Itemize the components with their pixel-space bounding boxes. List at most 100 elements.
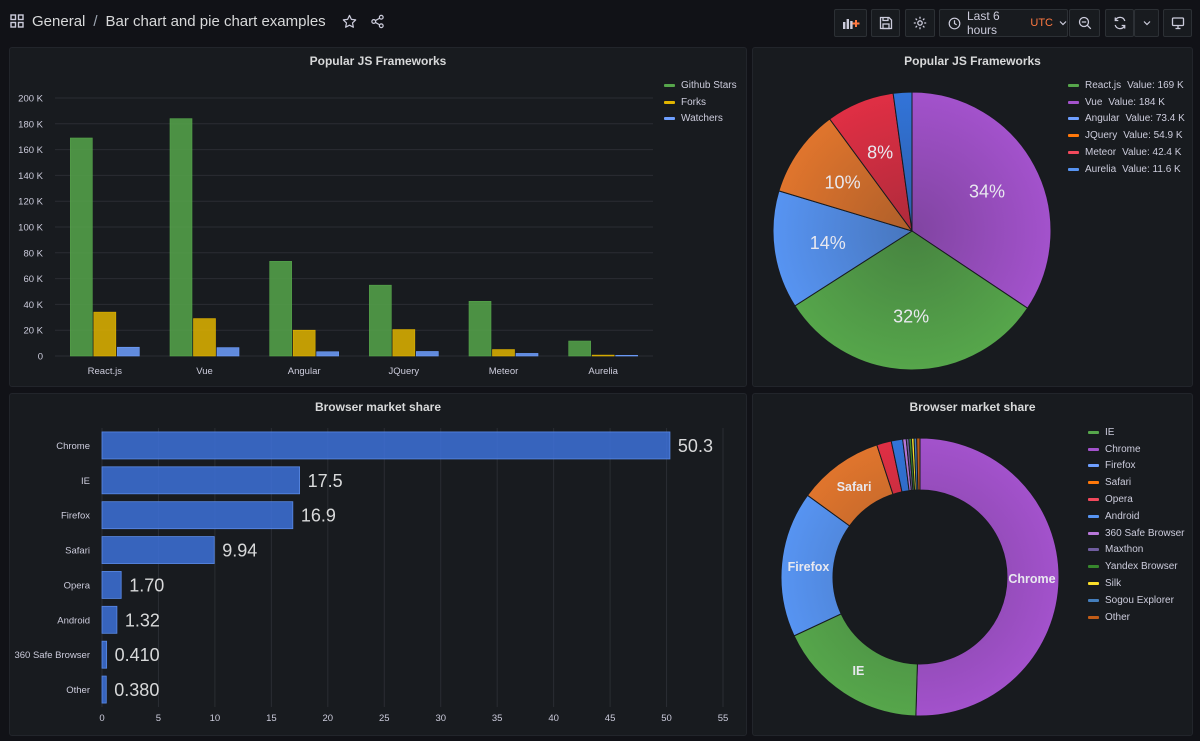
- legend-item-android[interactable]: Android: [1088, 508, 1185, 525]
- legend-item-forks[interactable]: Forks: [664, 94, 737, 111]
- zoom-out-icon: [1078, 16, 1092, 30]
- y-tick-label: Safari: [65, 546, 90, 557]
- legend-item-vue[interactable]: Vue Value: 184 K: [1068, 94, 1185, 111]
- bar-forks-jquery[interactable]: [392, 329, 416, 357]
- slice-angular[interactable]: [772, 190, 914, 307]
- bar-github-stars-react-js[interactable]: [70, 137, 93, 357]
- legend-swatch: [1088, 615, 1099, 619]
- bar-watchers-angular[interactable]: [316, 351, 339, 357]
- dashboard-navbar: General / Bar chart and pie chart exampl…: [0, 0, 1200, 46]
- bar-forks-vue[interactable]: [193, 318, 216, 357]
- legend-item-aurelia[interactable]: Aurelia Value: 11.6 K: [1068, 161, 1185, 178]
- legend-label: Meteor: [1085, 147, 1117, 159]
- legend-item-watchers[interactable]: Watchers: [664, 111, 737, 128]
- bar-github-stars-aurelia[interactable]: [568, 340, 591, 357]
- save-dashboard-button[interactable]: [871, 9, 900, 37]
- bar-github-stars-vue[interactable]: [169, 118, 193, 357]
- time-range-picker[interactable]: Last 6 hours UTC: [939, 9, 1068, 37]
- slice-chrome[interactable]: [915, 437, 1060, 717]
- legend-item-react-js[interactable]: React.js Value: 169 K: [1068, 77, 1185, 94]
- bar-firefox[interactable]: [101, 501, 294, 530]
- panel-js-frameworks-pie[interactable]: Popular JS Frameworks 34% 32% 14% 10% 8% Rea…: [752, 47, 1193, 387]
- legend-item-firefox[interactable]: Firefox: [1088, 458, 1185, 475]
- bar-ie[interactable]: [101, 466, 300, 495]
- legend-item-360-safe-browser[interactable]: 360 Safe Browser: [1088, 525, 1185, 542]
- x-tick-label: 35: [492, 713, 503, 724]
- chevron-down-icon: [1143, 19, 1151, 27]
- x-tick-label: 30: [435, 713, 446, 724]
- legend-swatch: [1088, 565, 1099, 569]
- legend-item-jquery[interactable]: JQuery Value: 54.9 K: [1068, 127, 1185, 144]
- legend-item-maxthon[interactable]: Maxthon: [1088, 542, 1185, 559]
- legend-swatch: [1088, 531, 1099, 535]
- legend-item-github-stars[interactable]: Github Stars: [664, 77, 737, 94]
- bar-watchers-meteor[interactable]: [515, 353, 539, 357]
- y-tick-label: 180 K: [18, 119, 43, 130]
- x-tick-label: Angular: [288, 366, 321, 377]
- y-tick-label: Other: [66, 685, 90, 696]
- slice-other[interactable]: [916, 437, 921, 491]
- bar-forks-angular[interactable]: [292, 329, 316, 357]
- y-tick-label: Firefox: [61, 511, 90, 522]
- legend-label: Maxthon: [1105, 544, 1144, 556]
- dashboard-settings-button[interactable]: [905, 9, 935, 37]
- y-tick-label: Opera: [64, 580, 91, 591]
- legend-label: Forks: [681, 96, 706, 108]
- refresh-interval-picker[interactable]: [1134, 9, 1159, 37]
- legend-swatch: [1088, 430, 1099, 434]
- slice-react-js[interactable]: [794, 230, 1029, 371]
- dashboard-title[interactable]: Bar chart and pie chart examples: [105, 13, 326, 30]
- panel-browser-bar[interactable]: Browser market share 0 5 10 15 20 25 30 35 40 45 5…: [9, 393, 747, 736]
- bar-watchers-aurelia[interactable]: [615, 355, 638, 357]
- y-tick-label: Chrome: [56, 441, 90, 452]
- legend-item-safari[interactable]: Safari: [1088, 474, 1185, 491]
- legend-label: JQuery: [1085, 130, 1118, 142]
- slice-jquery[interactable]: [778, 118, 914, 232]
- bar-value-label: 17.5: [308, 471, 343, 491]
- legend-label: Chrome: [1105, 443, 1141, 455]
- bar-opera[interactable]: [101, 571, 122, 599]
- bar-other[interactable]: [101, 675, 107, 704]
- browser-donut-chart: Chrome IE Firefox Safari: [780, 437, 1060, 717]
- bar-chrome[interactable]: [101, 431, 671, 460]
- legend-swatch: [1088, 582, 1099, 586]
- tv-mode-button[interactable]: [1163, 9, 1192, 37]
- legend-item-opera[interactable]: Opera: [1088, 491, 1185, 508]
- bar-android[interactable]: [101, 605, 118, 634]
- legend-item-meteor[interactable]: Meteor Value: 42.4 K: [1068, 144, 1185, 161]
- bar-github-stars-angular[interactable]: [269, 261, 292, 357]
- browser-donut-legend: IE Chrome Firefox Safari Opera Android 360 Saf…: [1088, 424, 1185, 626]
- refresh-button[interactable]: [1105, 9, 1134, 37]
- legend-item-silk[interactable]: Silk: [1088, 575, 1185, 592]
- share-icon[interactable]: [370, 14, 386, 30]
- x-tick-label: 5: [156, 713, 161, 724]
- panel-js-frameworks-bar[interactable]: Popular JS Frameworks 0 20 K 40 K 60 K 80 K 1…: [9, 47, 747, 387]
- legend-item-other[interactable]: Other: [1088, 609, 1185, 626]
- bar-safari[interactable]: [101, 536, 215, 564]
- legend-item-angular[interactable]: Angular Value: 73.4 K: [1068, 111, 1185, 128]
- legend-item-ie[interactable]: IE: [1088, 424, 1185, 441]
- apps-grid-icon[interactable]: [10, 13, 26, 30]
- legend-value: Value: 54.9 K: [1123, 130, 1183, 142]
- star-icon[interactable]: [342, 14, 358, 30]
- bar-github-stars-meteor[interactable]: [468, 301, 492, 357]
- bar-forks-meteor[interactable]: [492, 349, 515, 357]
- slice-label: 10%: [825, 172, 861, 192]
- legend-item-chrome[interactable]: Chrome: [1088, 441, 1185, 458]
- bar-watchers-react-js[interactable]: [117, 346, 140, 357]
- slice-label: 34%: [969, 181, 1005, 201]
- y-tick-label: Android: [57, 615, 90, 626]
- legend-item-sogou-explorer[interactable]: Sogou Explorer: [1088, 592, 1185, 609]
- bar-watchers-vue[interactable]: [216, 347, 240, 357]
- bar-360-safe-browser[interactable]: [101, 640, 108, 669]
- bar-watchers-jquery[interactable]: [416, 351, 439, 357]
- folder-link[interactable]: General: [32, 13, 86, 30]
- legend-item-yandex-browser[interactable]: Yandex Browser: [1088, 558, 1185, 575]
- zoom-out-button[interactable]: [1069, 9, 1100, 37]
- bar-forks-aurelia[interactable]: [591, 354, 615, 357]
- panel-browser-donut[interactable]: Browser market share Chrome IE Firefox Safa…: [752, 393, 1193, 736]
- bar-github-stars-jquery[interactable]: [369, 284, 392, 357]
- bar-forks-react-js[interactable]: [93, 311, 117, 357]
- slice-aurelia[interactable]: [892, 91, 913, 232]
- add-panel-button[interactable]: [834, 9, 867, 37]
